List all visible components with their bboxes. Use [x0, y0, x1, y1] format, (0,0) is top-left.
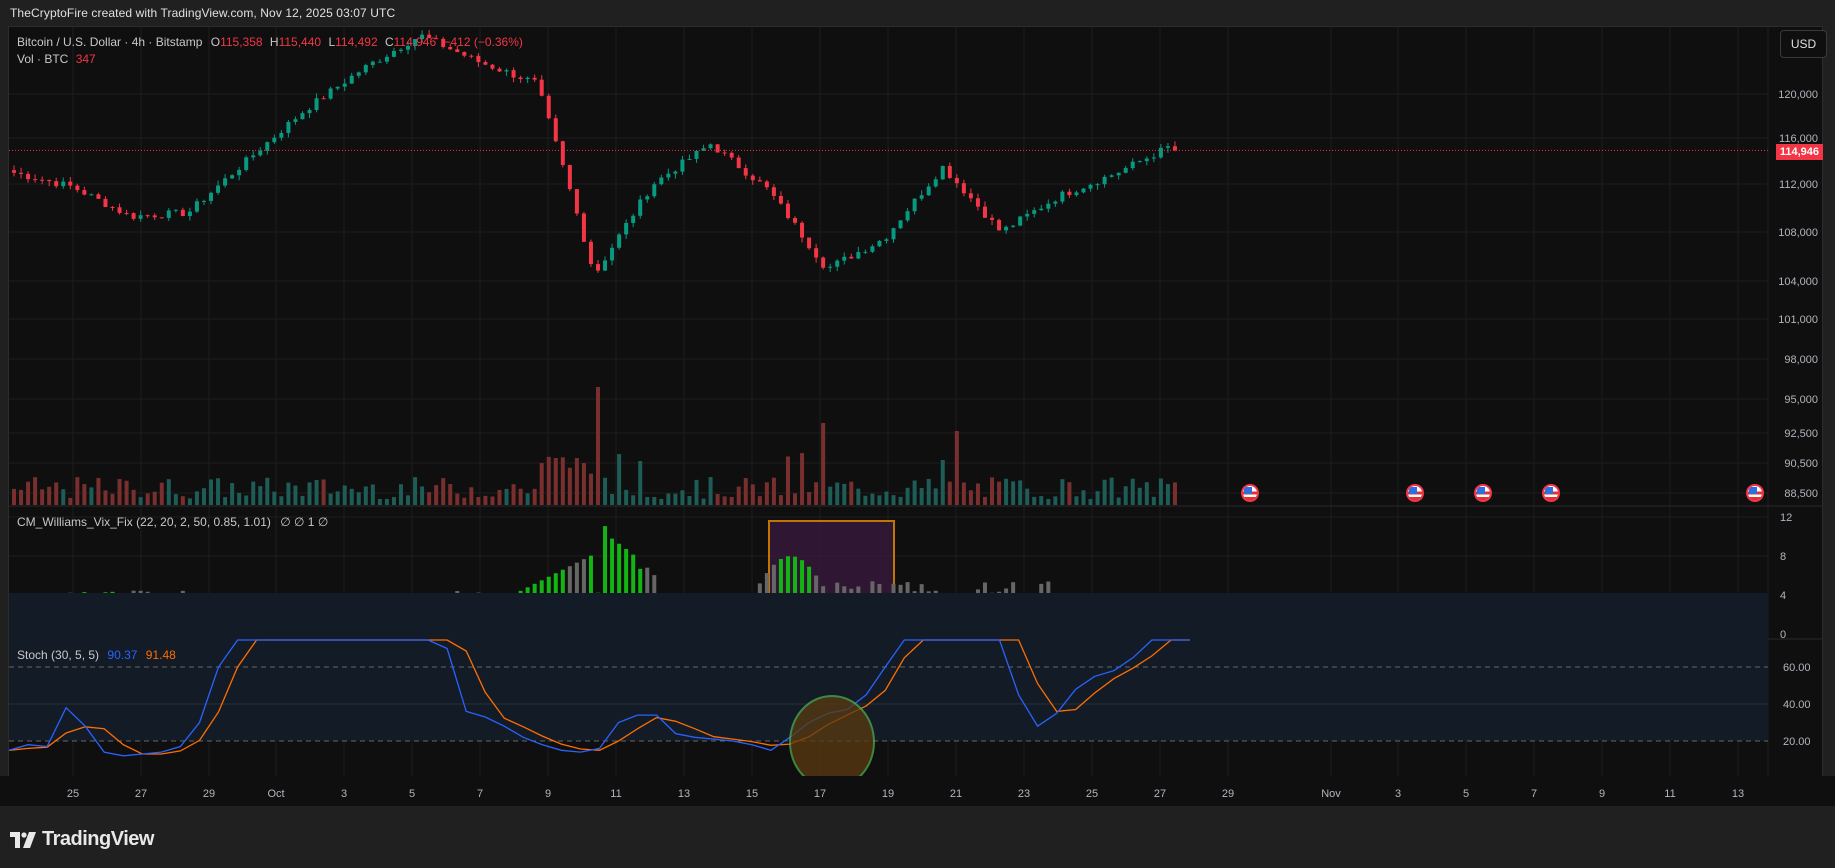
- svg-text:4: 4: [1780, 590, 1786, 602]
- svg-text:3: 3: [1395, 788, 1401, 800]
- svg-text:11: 11: [610, 788, 621, 800]
- svg-text:9: 9: [1599, 788, 1605, 800]
- svg-text:7: 7: [477, 788, 483, 800]
- vix-legend: CM_Williams_Vix_Fix (22, 20, 2, 50, 0.85…: [17, 515, 328, 529]
- svg-text:19: 19: [882, 788, 894, 800]
- volume-legend: Vol · BTC 347: [17, 52, 96, 66]
- svg-text:20.00: 20.00: [1783, 736, 1811, 748]
- vix-values: ∅ ∅ 1 ∅: [280, 515, 329, 529]
- svg-text:88,500: 88,500: [1784, 488, 1818, 500]
- svg-text:17: 17: [814, 788, 826, 800]
- low-value: 114,492: [335, 35, 378, 49]
- us-economic-event-icon[interactable]: [1542, 484, 1560, 502]
- svg-text:8: 8: [1780, 551, 1786, 563]
- svg-text:9: 9: [545, 788, 551, 800]
- svg-text:27: 27: [1154, 788, 1166, 800]
- stoch-legend: Stoch (30, 5, 5) 90.37 91.48: [17, 648, 176, 662]
- high-value: 115,440: [278, 35, 322, 49]
- svg-text:13: 13: [1732, 788, 1744, 800]
- svg-text:95,000: 95,000: [1784, 394, 1818, 406]
- svg-text:0: 0: [1780, 629, 1786, 641]
- tradingview-logo-icon: [10, 831, 36, 848]
- svg-text:112,000: 112,000: [1779, 179, 1818, 191]
- svg-text:120,000: 120,000: [1778, 89, 1818, 101]
- volume-label: Vol · BTC: [17, 52, 69, 66]
- change-value: −412 (−0.36%): [443, 35, 523, 49]
- svg-text:5: 5: [409, 788, 415, 800]
- us-economic-event-icon[interactable]: [1746, 484, 1764, 502]
- svg-text:Nov: Nov: [1321, 788, 1341, 800]
- volume-value: 347: [75, 52, 96, 66]
- svg-text:40.00: 40.00: [1783, 699, 1811, 711]
- svg-text:5: 5: [1463, 788, 1469, 800]
- svg-text:90,500: 90,500: [1784, 458, 1818, 470]
- svg-text:101,000: 101,000: [1778, 314, 1818, 326]
- vix-title: CM_Williams_Vix_Fix (22, 20, 2, 50, 0.85…: [17, 515, 271, 529]
- attribution: TheCryptoFire created with TradingView.c…: [10, 6, 396, 20]
- svg-text:92,500: 92,500: [1784, 428, 1818, 440]
- svg-text:25: 25: [67, 788, 79, 800]
- stoch-d-value: 91.48: [145, 648, 176, 662]
- svg-text:29: 29: [1222, 788, 1234, 800]
- svg-text:23: 23: [1018, 788, 1030, 800]
- us-economic-event-icon[interactable]: [1474, 484, 1492, 502]
- svg-text:104,000: 104,000: [1778, 276, 1818, 288]
- stoch-title: Stoch (30, 5, 5): [17, 648, 100, 662]
- svg-text:108,000: 108,000: [1778, 227, 1818, 239]
- svg-text:Oct: Oct: [267, 788, 284, 800]
- svg-text:11: 11: [1664, 788, 1675, 800]
- close-value: 114,946: [393, 35, 437, 49]
- svg-text:15: 15: [746, 788, 758, 800]
- tradingview-logo: TradingView: [10, 828, 154, 851]
- svg-text:27: 27: [135, 788, 147, 800]
- svg-text:29: 29: [203, 788, 215, 800]
- svg-text:13: 13: [678, 788, 690, 800]
- last-price-tag: 114,946: [1775, 144, 1823, 160]
- svg-text:25: 25: [1086, 788, 1098, 800]
- svg-text:7: 7: [1531, 788, 1537, 800]
- svg-text:3: 3: [341, 788, 347, 800]
- currency-button[interactable]: USD: [1780, 30, 1827, 58]
- svg-text:98,000: 98,000: [1784, 354, 1818, 366]
- open-value: 115,358: [220, 35, 263, 49]
- svg-text:116,000: 116,000: [1779, 133, 1818, 145]
- svg-text:60.00: 60.00: [1783, 662, 1811, 674]
- us-economic-event-icon[interactable]: [1406, 484, 1424, 502]
- symbol-name: Bitcoin / U.S. Dollar · 4h · Bitstamp: [17, 35, 203, 49]
- us-economic-event-icon[interactable]: [1241, 484, 1259, 502]
- stoch-k-value: 90.37: [107, 648, 138, 662]
- svg-text:21: 21: [950, 788, 962, 800]
- symbol-legend: Bitcoin / U.S. Dollar · 4h · Bitstamp O1…: [17, 35, 523, 49]
- svg-text:12: 12: [1780, 512, 1792, 524]
